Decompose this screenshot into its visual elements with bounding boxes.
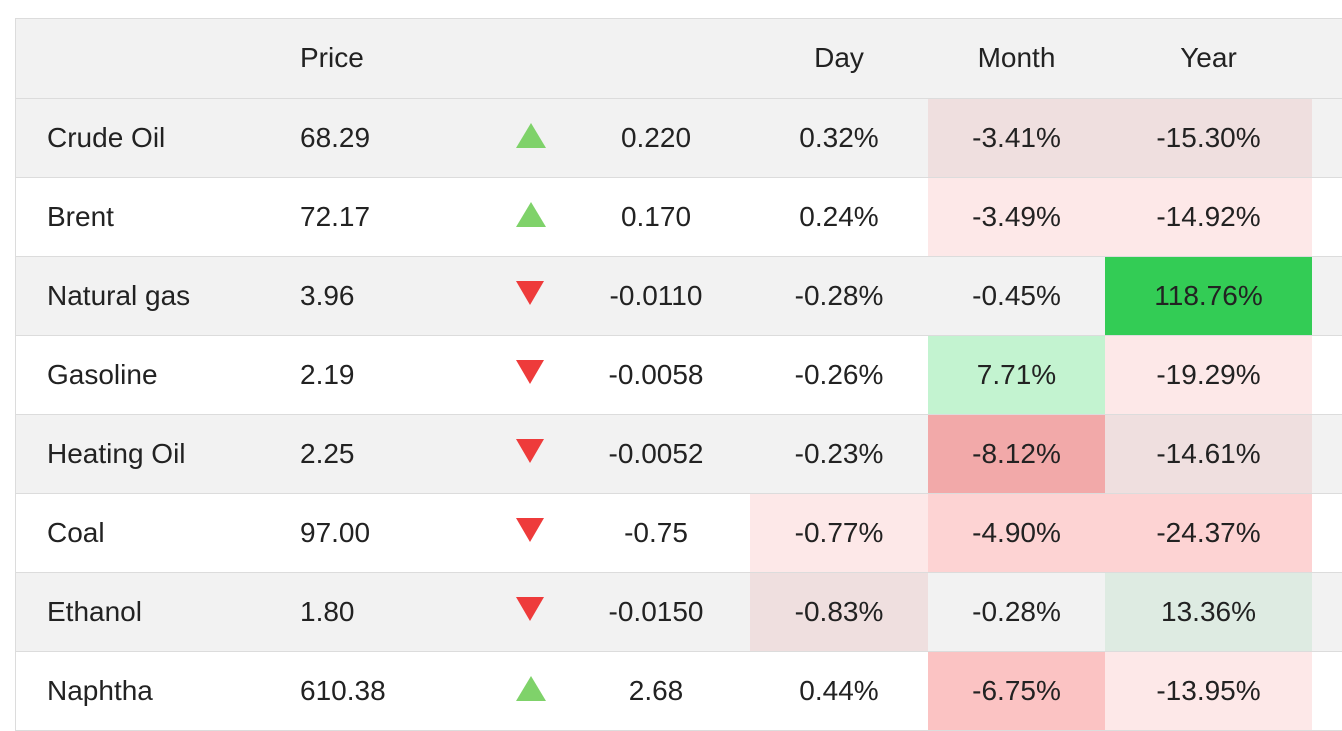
year-change-cell: -13.95% xyxy=(1105,651,1312,731)
commodities-table: Price Day Month Year Crude Oil 68.29 0.220… xyxy=(16,19,1342,731)
table-header-row: Price Day Month Year xyxy=(16,19,1342,99)
direction-cell xyxy=(436,335,544,415)
month-change-cell: -0.45% xyxy=(928,256,1105,336)
row-tail xyxy=(1312,256,1342,336)
direction-cell xyxy=(436,177,546,257)
row-tail xyxy=(1312,98,1342,178)
commodity-name-link[interactable]: Naphtha xyxy=(16,651,270,731)
table-row[interactable]: Gasoline 2.19 -0.0058 -0.26% 7.71% -19.29% xyxy=(16,335,1342,415)
table-row[interactable]: Brent 72.17 0.170 0.24% -3.49% -14.92% xyxy=(16,177,1342,257)
price-cell: 97.00 xyxy=(270,493,436,573)
header-month[interactable]: Month xyxy=(928,19,1105,99)
price-cell: 2.25 xyxy=(270,414,436,494)
month-change-cell: -3.41% xyxy=(928,98,1105,178)
triangle-down-icon xyxy=(516,597,544,622)
commodity-name-link[interactable]: Coal xyxy=(16,493,270,573)
triangle-down-icon xyxy=(516,281,544,306)
month-change-cell: -8.12% xyxy=(928,414,1105,494)
row-tail xyxy=(1312,177,1342,257)
day-change-cell: 0.24% xyxy=(750,177,928,257)
price-cell: 72.17 xyxy=(270,177,436,257)
commodity-name-link[interactable]: Ethanol xyxy=(16,572,270,652)
table-row[interactable]: Naphtha 610.38 2.68 0.44% -6.75% -13.95% xyxy=(16,651,1342,731)
price-cell: 3.96 xyxy=(270,256,436,336)
table-row[interactable]: Ethanol 1.80 -0.0150 -0.83% -0.28% 13.36% xyxy=(16,572,1342,652)
row-tail xyxy=(1312,651,1342,731)
day-change-cell: -0.77% xyxy=(750,493,928,573)
row-tail xyxy=(1312,335,1342,415)
commodity-name-link[interactable]: Gasoline xyxy=(16,335,270,415)
table-row[interactable]: Crude Oil 68.29 0.220 0.32% -3.41% -15.30% xyxy=(16,98,1342,178)
year-change-cell: -14.61% xyxy=(1105,414,1312,494)
year-change-cell: -19.29% xyxy=(1105,335,1312,415)
day-change-cell: -0.28% xyxy=(750,256,928,336)
header-tail xyxy=(1312,19,1342,99)
direction-cell xyxy=(436,256,544,336)
table-row[interactable]: Heating Oil 2.25 -0.0052 -0.23% -8.12% -14.61… xyxy=(16,414,1342,494)
price-cell: 610.38 xyxy=(270,651,436,731)
commodity-name-link[interactable]: Heating Oil xyxy=(16,414,270,494)
table-body: Crude Oil 68.29 0.220 0.32% -3.41% -15.30% Bre… xyxy=(16,98,1342,731)
commodity-name-link[interactable]: Brent xyxy=(16,177,270,257)
day-change-cell: -0.26% xyxy=(750,335,928,415)
change-cell: -0.0058 xyxy=(502,335,750,415)
row-tail xyxy=(1312,414,1342,494)
header-change xyxy=(502,19,750,99)
month-change-cell: 7.71% xyxy=(928,335,1105,415)
day-change-cell: -0.23% xyxy=(750,414,928,494)
row-tail xyxy=(1312,493,1342,573)
header-price[interactable]: Price xyxy=(270,19,436,99)
direction-cell xyxy=(436,572,544,652)
year-change-cell: 118.76% xyxy=(1105,256,1312,336)
price-cell: 2.19 xyxy=(270,335,436,415)
month-change-cell: -3.49% xyxy=(928,177,1105,257)
header-arrow xyxy=(436,19,502,99)
year-change-cell: -15.30% xyxy=(1105,98,1312,178)
triangle-down-icon xyxy=(516,360,544,385)
month-change-cell: -0.28% xyxy=(928,572,1105,652)
table-row[interactable]: Coal 97.00 -0.75 -0.77% -4.90% -24.37% xyxy=(16,493,1342,573)
year-change-cell: 13.36% xyxy=(1105,572,1312,652)
triangle-up-icon xyxy=(516,201,546,227)
table-row[interactable]: Natural gas 3.96 -0.0110 -0.28% -0.45% 118.76… xyxy=(16,256,1342,336)
triangle-up-icon xyxy=(516,122,546,148)
row-tail xyxy=(1312,572,1342,652)
day-change-cell: 0.32% xyxy=(750,98,928,178)
month-change-cell: -6.75% xyxy=(928,651,1105,731)
header-day[interactable]: Day xyxy=(750,19,928,99)
direction-cell xyxy=(436,651,546,731)
month-change-cell: -4.90% xyxy=(928,493,1105,573)
triangle-down-icon xyxy=(516,518,544,543)
header-name xyxy=(16,19,270,99)
commodity-name-link[interactable]: Crude Oil xyxy=(16,98,270,178)
day-change-cell: -0.83% xyxy=(750,572,928,652)
direction-cell xyxy=(436,98,546,178)
triangle-down-icon xyxy=(516,439,544,464)
direction-cell xyxy=(436,493,544,573)
year-change-cell: -24.37% xyxy=(1105,493,1312,573)
change-cell: 0.170 xyxy=(502,177,750,257)
triangle-up-icon xyxy=(516,675,546,701)
commodity-name-link[interactable]: Natural gas xyxy=(16,256,270,336)
year-change-cell: -14.92% xyxy=(1105,177,1312,257)
day-change-cell: 0.44% xyxy=(750,651,928,731)
commodities-table-container: Price Day Month Year Crude Oil 68.29 0.220… xyxy=(15,18,1342,731)
direction-cell xyxy=(436,414,544,494)
header-year[interactable]: Year xyxy=(1105,19,1312,99)
price-cell: 1.80 xyxy=(270,572,436,652)
price-cell: 68.29 xyxy=(270,98,436,178)
